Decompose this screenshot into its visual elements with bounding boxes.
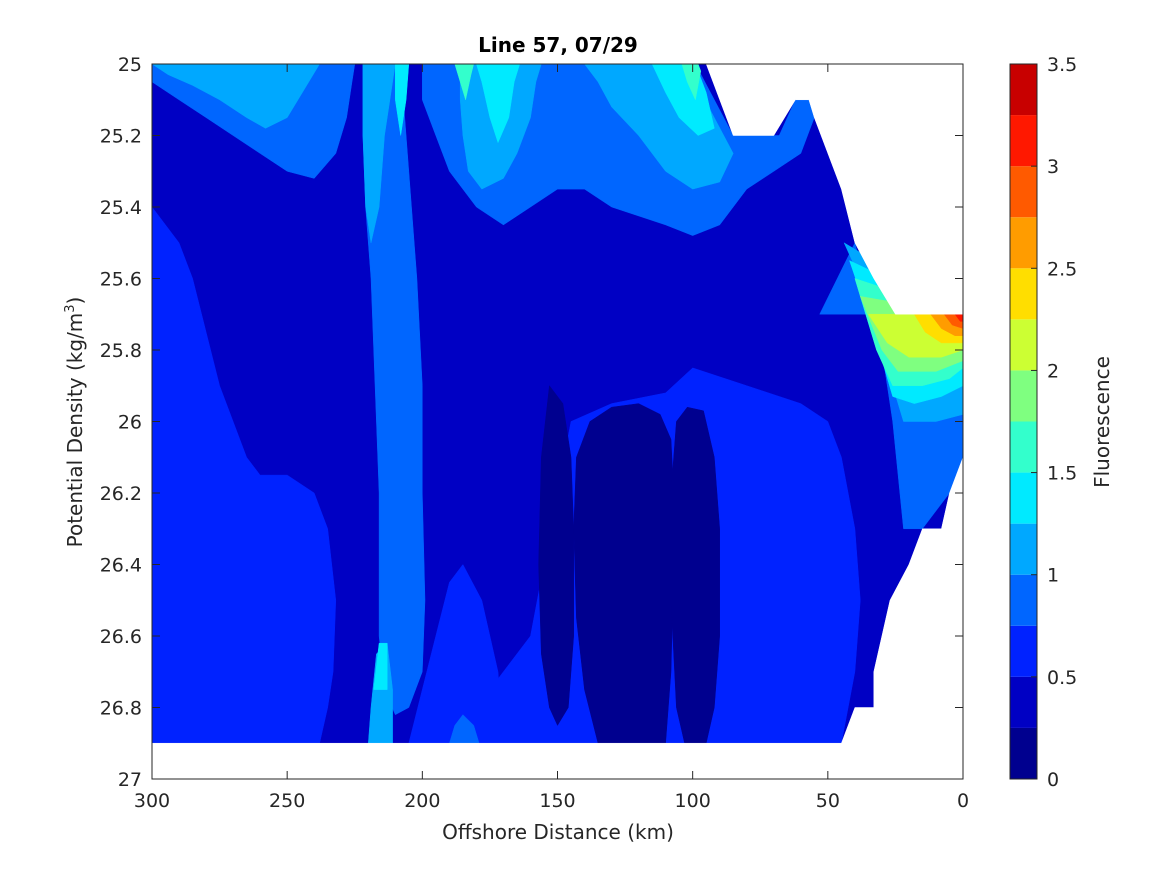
contour-region-level-6	[454, 64, 474, 100]
x-tick-label: 300	[134, 790, 170, 812]
x-axis-label: Offshore Distance (km)	[442, 820, 674, 844]
contour-region-level-0	[538, 385, 574, 726]
colorbar-tick-label: 3.5	[1047, 54, 1077, 76]
contour-fill-layer	[152, 64, 963, 779]
colorbar-band	[1010, 472, 1037, 524]
contour-region-level-2	[152, 206, 337, 744]
colorbar-band	[1010, 166, 1037, 218]
contour-region-level-0	[670, 406, 720, 744]
contour-region-level-4	[362, 64, 396, 243]
colorbar-tick-label: 2.5	[1047, 258, 1077, 280]
chart-title: Line 57, 07/29	[478, 33, 638, 57]
y-tick-label: 25.8	[100, 340, 142, 362]
colorbar-tick-label: 3	[1047, 156, 1059, 178]
y-axis-label: Potential Density (kg/m3)	[63, 297, 87, 548]
contour-region-level-2	[408, 564, 504, 744]
colorbar-tick-label: 0	[1047, 769, 1059, 791]
contour-region-level-0	[573, 403, 674, 744]
x-tick-label: 150	[539, 790, 575, 812]
x-tick-label: 250	[269, 790, 305, 812]
colorbar-band	[1010, 421, 1037, 473]
y-axis-label-close: )	[63, 297, 87, 305]
colorbar-band	[1010, 727, 1037, 779]
x-tick-label: 200	[404, 790, 440, 812]
colorbar-band	[1010, 625, 1037, 677]
x-axis: 300 250 200 150 100 50 0	[134, 64, 969, 812]
colorbar-tick-label: 1.5	[1047, 463, 1077, 485]
y-axis-label-superscript: 3	[63, 304, 78, 312]
y-tick-label: 27	[118, 769, 142, 791]
y-tick-label: 26	[118, 412, 142, 434]
y-axis: 25 25.2 25.4 25.6 25.8 26 26.2 26.4 26.6 26.8 27	[100, 54, 963, 791]
colorbar-band	[1010, 115, 1037, 167]
colorbar-band	[1010, 64, 1037, 116]
y-tick-label: 25.2	[100, 126, 142, 148]
colorbar-ticks: 0 0.5 1 1.5 2 2.5 3 3.5	[1031, 54, 1077, 791]
y-tick-label: 26.2	[100, 483, 142, 505]
colorbar-band	[1010, 574, 1037, 626]
contour-region-level-6	[681, 64, 702, 101]
y-tick-label: 26.6	[100, 626, 142, 648]
y-tick-label: 25	[118, 54, 142, 76]
colorbar-band	[1010, 523, 1037, 575]
x-tick-label: 50	[816, 790, 840, 812]
colorbar-tick-label: 2	[1047, 360, 1059, 382]
y-tick-label: 26.8	[100, 698, 142, 720]
colorbar: 0 0.5 1 1.5 2 2.5 3 3.5 Fluorescence	[1009, 54, 1114, 791]
colorbar-bands	[1010, 64, 1037, 779]
no-data-region	[841, 457, 963, 744]
x-tick-label: 0	[957, 790, 969, 812]
y-axis-label-text: Potential Density (kg/m	[63, 313, 87, 548]
x-tick-label: 100	[675, 790, 711, 812]
colorbar-tick-label: 1	[1047, 565, 1059, 587]
colorbar-band	[1010, 319, 1037, 371]
no-data-region	[152, 742, 963, 779]
colorbar-label: Fluorescence	[1090, 356, 1114, 488]
contour-region-level-5	[476, 64, 520, 144]
colorbar-band	[1010, 217, 1037, 269]
colorbar-frame	[1009, 63, 1038, 780]
contour-region-level-3	[362, 64, 426, 716]
y-tick-label: 25.6	[100, 269, 142, 291]
contour-region-level-5	[395, 64, 410, 136]
no-data-mask-layer	[152, 64, 963, 779]
y-tick-label: 25.4	[100, 197, 142, 219]
colorbar-band	[1010, 676, 1037, 728]
colorbar-band	[1010, 370, 1037, 422]
no-data-region	[705, 64, 963, 315]
colorbar-tick-label: 0.5	[1047, 667, 1077, 689]
y-tick-label: 26.4	[100, 555, 142, 577]
contour-region-level-4	[152, 64, 320, 129]
colorbar-band	[1010, 268, 1037, 320]
contour-region-level-5	[373, 642, 388, 690]
